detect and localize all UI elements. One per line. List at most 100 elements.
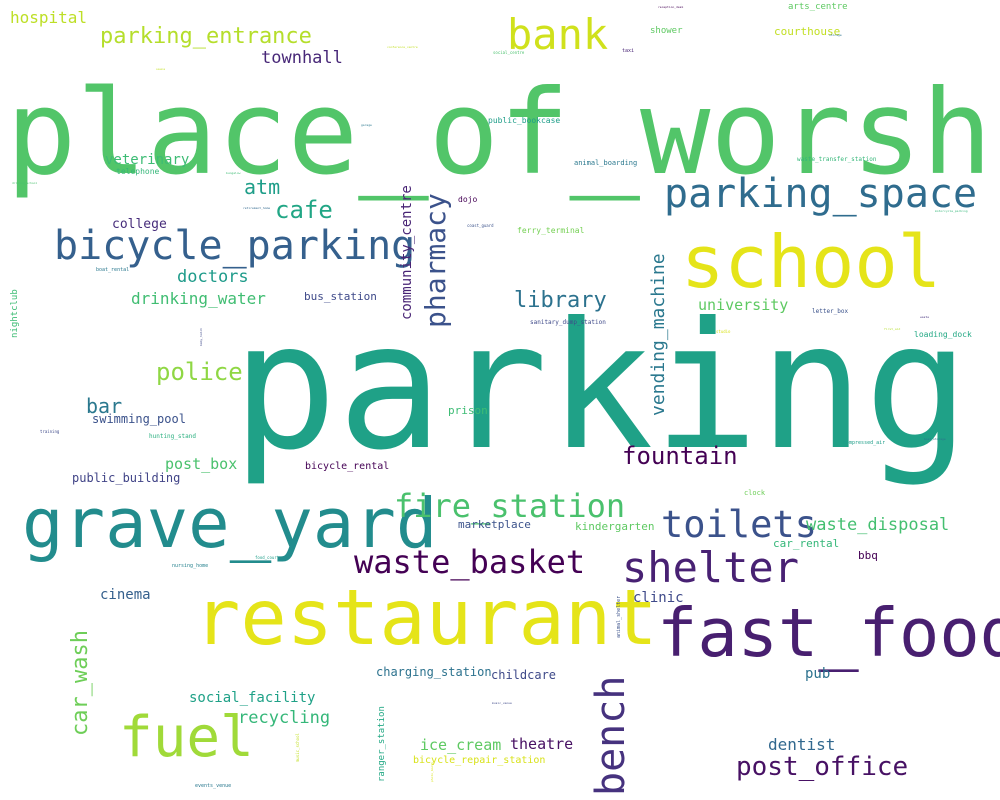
word: pub [805,666,831,682]
word: training [40,429,60,434]
word: pharmacy [419,193,452,328]
word: coast_guard [467,223,494,228]
word: childcare [491,668,557,682]
word: restaurant [194,574,658,663]
word: boat_rental [96,267,130,273]
word: nursing_home [172,563,209,569]
word: waste_basket [354,543,586,581]
word: retirement_home [243,206,271,210]
word: place_of_worship [6,64,1000,201]
word: police [156,358,243,386]
word: clinic [633,590,684,606]
word: bank [507,10,609,59]
word: garage [361,123,372,127]
word: fast_food [657,594,1000,672]
word: charging_station [376,665,492,679]
word: shelter [622,543,800,592]
word: vending_machine [648,253,669,416]
word: food_court [255,555,280,560]
word: post_box [165,455,238,473]
word: first_aid [884,327,901,331]
word: music_school [295,733,300,762]
word: arts_centre [788,2,848,12]
word: loading_dock [914,330,972,339]
word: shower [650,26,683,36]
word: townhall [261,48,343,68]
word: baby_hatch [199,327,203,346]
word: college [112,217,167,232]
word: studio [716,329,731,334]
word: bus_station [304,290,377,303]
word: fountain [622,442,738,470]
word: nightclub [10,289,20,338]
word: waste_transfer_station [797,156,877,163]
word: photo_booth [430,762,434,782]
word: grave_yard [22,484,438,564]
word: cinema [100,587,151,603]
word: fuel [119,705,254,770]
word: dojo [458,195,478,204]
word: taxi [622,48,635,54]
word: university [698,296,789,314]
word: parking [232,286,970,489]
word: sanitary_dump_station [530,319,606,326]
word: bar [86,394,123,418]
word: school [681,220,942,304]
word: drinking_water [131,289,266,308]
word: bicycle_rental [305,461,390,472]
word: letter_box [812,308,849,315]
word: social_facility [189,690,316,706]
word: swimming_pool [92,412,186,426]
word: telephone [116,167,160,176]
word: fire_station [394,487,626,525]
word: boat_storage [924,437,946,441]
word: parking_entrance [100,24,312,49]
word: ferry_terminal [517,226,585,235]
word: dentist [768,735,836,754]
word: conference_centre [387,45,418,49]
word: bicycle_parking [54,223,416,269]
word: public_bookcase [488,116,561,125]
word: animal_boarding [574,159,638,167]
word: library [514,288,607,313]
word: post_office [736,752,909,782]
word: storage [829,33,842,37]
word: community_centre [399,185,415,320]
word: ice_cream [420,736,502,754]
word: clock [744,489,766,497]
word: driving_school [12,181,38,185]
word: theatre [510,735,574,753]
word: public_building [72,471,181,485]
word: waste_disposal [806,515,950,535]
word: social_centre [493,50,525,55]
word: animal_shelter [616,595,622,638]
word: toilets [661,503,817,546]
word: car_wash [68,630,93,736]
word: ranger_station [377,706,387,782]
word: waste [920,315,930,319]
word: veterinary [105,152,190,168]
word: cafe [275,196,333,224]
word: kindergarten [575,520,655,533]
word: parking_space [664,171,978,217]
word: courthouse [774,25,841,38]
word: hunting_stand [149,433,196,440]
word: bicycle_repair_station [413,755,546,766]
word: atm [244,175,281,199]
word: doctors [177,267,249,287]
word: motorcycle_parking [935,209,968,213]
word: compressed_air [843,440,886,446]
word: recycling [238,708,331,728]
word: sauna [156,67,166,71]
word: hospital [10,8,88,27]
word: events_venue [195,783,232,789]
word: bungalow [226,171,241,175]
word: bench [588,675,634,796]
word: reception_desk [658,5,684,9]
word: car_rental [773,537,840,550]
word: prison [448,404,488,417]
word: music_venue [492,701,512,705]
word: bbq [858,549,878,562]
word: marketplace [458,518,531,531]
